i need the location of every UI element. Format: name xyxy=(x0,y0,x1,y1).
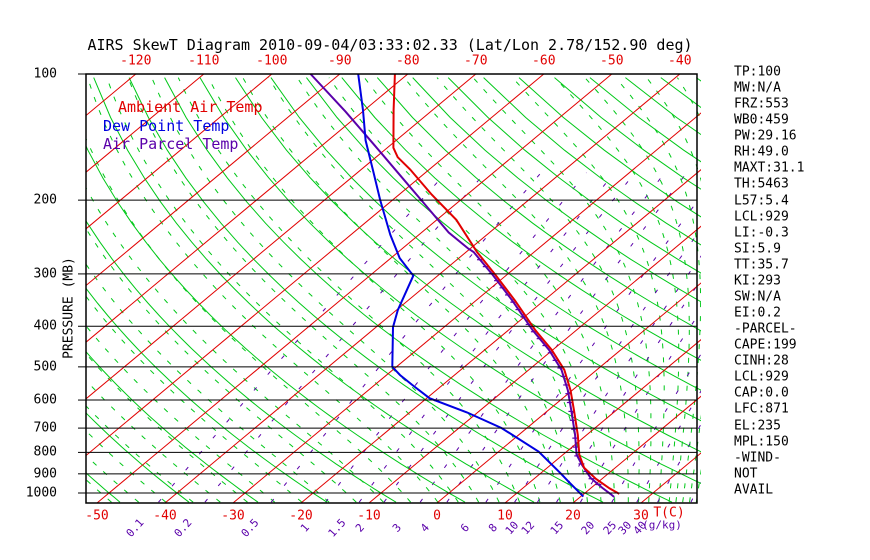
stats-line: MPL:150 xyxy=(734,434,789,450)
stats-line: LCL:929 xyxy=(734,369,789,385)
bottom-temp-tick-label: -20 xyxy=(289,508,313,524)
stats-line: TP:100 xyxy=(734,64,781,80)
pressure-gridlines xyxy=(78,73,697,494)
pressure-tick-label: 700 xyxy=(33,420,57,436)
stats-line: LCL:929 xyxy=(734,209,789,225)
legend-ambient-air-temp: Ambient Air Temp xyxy=(118,98,263,116)
bottom-temp-tick-label: -50 xyxy=(85,508,109,524)
stats-line: CAP:0.0 xyxy=(734,385,789,401)
pressure-tick-label: 800 xyxy=(33,444,57,460)
pressure-tick-label: 200 xyxy=(33,192,57,208)
stats-line: SW:N/A xyxy=(734,289,781,305)
legend-dew-point-temp: Dew Point Temp xyxy=(103,117,230,135)
stats-line: SI:5.9 xyxy=(734,241,781,257)
ambient-temp-curve xyxy=(392,73,620,495)
stats-line: EI:0.2 xyxy=(734,305,781,321)
top-temp-tick-label: -80 xyxy=(396,53,420,69)
stats-line: MW:N/A xyxy=(734,80,781,96)
bottom-temp-tick-label: -30 xyxy=(221,508,245,524)
parcel-temp-curve xyxy=(309,73,615,498)
stats-line: RH:49.0 xyxy=(734,144,789,160)
top-temp-tick-label: -50 xyxy=(600,53,624,69)
stats-line: MAXT:31.1 xyxy=(734,160,805,176)
stats-line: LI:-0.3 xyxy=(734,225,789,241)
bottom-temp-tick-label: -40 xyxy=(153,508,177,524)
stats-line: PW:29.16 xyxy=(734,128,797,144)
temp-unit-label: T(C) xyxy=(653,505,685,521)
pressure-tick-label: 400 xyxy=(33,318,57,334)
stats-line: -WIND- xyxy=(734,450,781,466)
moist-adiabat-lines xyxy=(86,77,701,503)
legend-air-parcel-temp: Air Parcel Temp xyxy=(103,135,239,153)
bottom-temp-tick-label: -10 xyxy=(357,508,381,524)
stats-line: EL:235 xyxy=(734,418,781,434)
bottom-temp-tick-label: 30 xyxy=(633,508,649,524)
stats-line: -PARCEL- xyxy=(734,321,797,337)
stats-line: NOT xyxy=(734,466,758,482)
mixing-unit-label: (g/kg) xyxy=(642,518,682,532)
dewpoint-curve xyxy=(357,73,585,498)
stats-line: L57:5.4 xyxy=(734,193,789,209)
pressure-tick-label: 500 xyxy=(33,359,57,375)
plot-frame xyxy=(85,73,698,504)
stats-line: KI:293 xyxy=(734,273,781,289)
pressure-tick-label: 100 xyxy=(33,66,57,82)
pressure-axis-label: PRESSURE (MB) xyxy=(61,257,77,359)
stats-line: LFC:871 xyxy=(734,401,789,417)
pressure-tick-label: 900 xyxy=(33,466,57,482)
stats-line: CINH:28 xyxy=(734,353,789,369)
stats-line: TT:35.7 xyxy=(734,257,789,273)
stats-line: FRZ:553 xyxy=(734,96,789,112)
bottom-temp-tick-label: 0 xyxy=(433,508,441,524)
top-temp-tick-label: -100 xyxy=(256,53,288,69)
top-temp-tick-label: -90 xyxy=(328,53,352,69)
pressure-tick-label: 300 xyxy=(33,266,57,282)
stats-line: AVAIL xyxy=(734,482,774,498)
isotherm-lines xyxy=(86,73,701,504)
top-temp-tick-label: -120 xyxy=(120,53,152,69)
top-temp-tick-label: -40 xyxy=(668,53,692,69)
chart-title: AIRS SkewT Diagram 2010-09-04/03:33:02.3… xyxy=(87,36,693,54)
top-temp-tick-label: -70 xyxy=(464,53,488,69)
stats-line: CAPE:199 xyxy=(734,337,797,353)
bottom-temp-tick-label: 10 xyxy=(497,508,513,524)
stats-line: WB0:459 xyxy=(734,112,789,128)
pressure-tick-label: 1000 xyxy=(25,485,57,501)
parcel-ladder-ticks xyxy=(477,259,602,486)
top-temp-tick-label: -110 xyxy=(188,53,220,69)
stats-line: TH:5463 xyxy=(734,176,789,192)
pressure-tick-label: 600 xyxy=(33,392,57,408)
top-temp-tick-label: -60 xyxy=(532,53,556,69)
bottom-temp-tick-label: 20 xyxy=(565,508,581,524)
